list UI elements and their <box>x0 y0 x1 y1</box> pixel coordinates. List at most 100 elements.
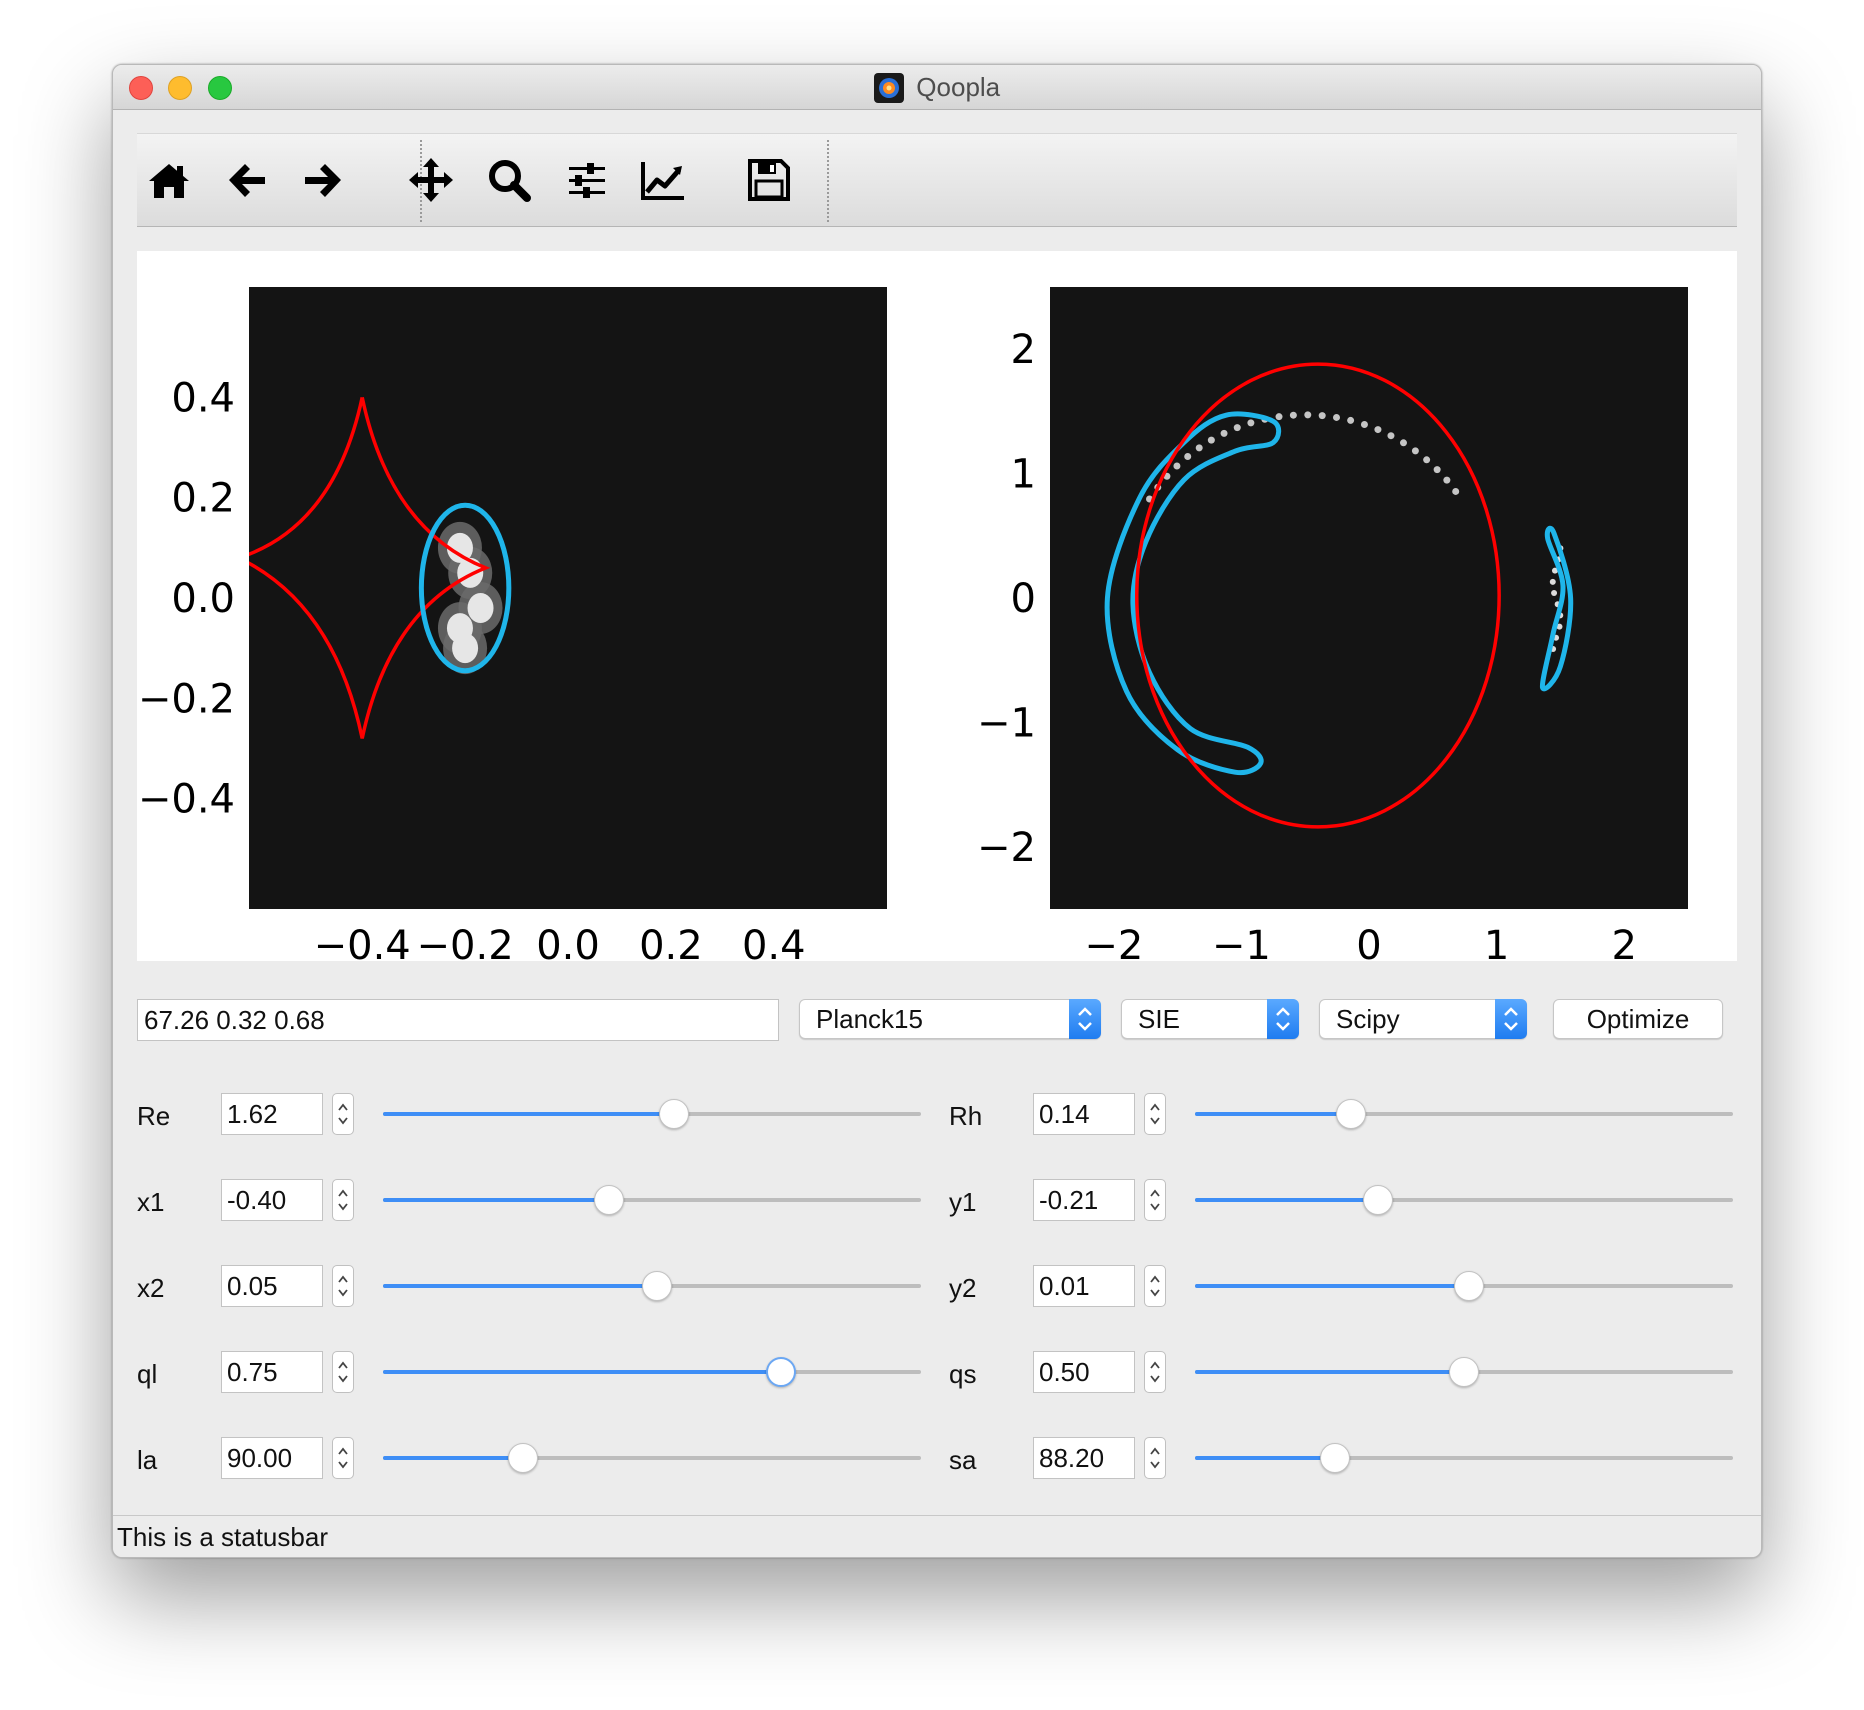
slider-knob[interactable] <box>593 1185 624 1215</box>
param-label-la: la <box>137 1445 158 1475</box>
optimize-button[interactable]: Optimize <box>1553 999 1723 1039</box>
param-stepper-y1[interactable] <box>1144 1179 1166 1221</box>
param-slider-x1[interactable] <box>383 1185 921 1215</box>
param-slider-la[interactable] <box>383 1443 921 1473</box>
forward-button[interactable] <box>297 154 349 206</box>
y-tick-label: −1 <box>977 700 1036 746</box>
maximize-window-button[interactable] <box>208 76 232 100</box>
param-slider-re[interactable] <box>383 1099 921 1129</box>
slider-knob[interactable] <box>1454 1271 1485 1301</box>
chevron-updown-icon <box>1495 999 1527 1039</box>
subplots-button[interactable] <box>561 154 613 206</box>
counter-arc-pixel <box>1551 567 1558 574</box>
param-stepper-sa[interactable] <box>1144 1437 1166 1479</box>
chevron-updown-icon <box>1069 999 1101 1039</box>
slider-track <box>383 1198 921 1202</box>
param-slider-y2[interactable] <box>1195 1271 1733 1301</box>
arc-pixel <box>1195 444 1203 452</box>
arc-pixel <box>1220 429 1228 437</box>
close-window-button[interactable] <box>129 76 153 100</box>
param-label-x2: x2 <box>137 1273 165 1303</box>
slider-knob[interactable] <box>1362 1185 1393 1215</box>
param-input-re[interactable]: 1.62 <box>221 1093 323 1135</box>
slider-knob[interactable] <box>507 1443 538 1473</box>
x-tick-label: 2 <box>1611 923 1636 961</box>
param-label-y1: y1 <box>949 1187 977 1217</box>
optimizer-select[interactable]: Scipy <box>1319 999 1527 1039</box>
slider-knob[interactable] <box>766 1357 797 1387</box>
param-stepper-ql[interactable] <box>332 1351 354 1393</box>
pan-button[interactable] <box>405 154 457 206</box>
param-input-y1[interactable]: -0.21 <box>1033 1179 1135 1221</box>
optimizer-select-value: Scipy <box>1336 1004 1400 1034</box>
slider-knob[interactable] <box>1336 1099 1367 1129</box>
param-slider-sa[interactable] <box>1195 1443 1733 1473</box>
counter-arc-pixel <box>1556 623 1563 630</box>
param-stepper-re[interactable] <box>332 1093 354 1135</box>
cosmology-select-value: Planck15 <box>816 1004 923 1034</box>
y-tick-label: −2 <box>977 825 1036 871</box>
slider-knob[interactable] <box>1449 1357 1479 1387</box>
cosmology-input[interactable]: 67.26 0.32 0.68 <box>137 999 779 1041</box>
cosmology-select[interactable]: Planck15 <box>799 999 1101 1039</box>
param-stepper-qs[interactable] <box>1144 1351 1166 1393</box>
app-window: Qoopla <box>112 64 1762 1558</box>
x-tick-label: −1 <box>1212 923 1271 961</box>
minimize-window-button[interactable] <box>168 76 192 100</box>
arc-pixel <box>1443 476 1451 484</box>
slider-fill <box>1195 1112 1352 1116</box>
param-label-re: Re <box>137 1101 171 1131</box>
param-slider-y1[interactable] <box>1195 1185 1733 1215</box>
app-icon <box>873 72 904 103</box>
param-input-rh[interactable]: 0.14 <box>1033 1093 1135 1135</box>
arc-pixel <box>1304 411 1312 419</box>
home-button[interactable] <box>143 154 195 206</box>
param-input-x2[interactable]: 0.05 <box>221 1265 323 1307</box>
param-label-sa: sa <box>949 1445 977 1475</box>
slider-knob[interactable] <box>642 1271 673 1301</box>
param-stepper-la[interactable] <box>332 1437 354 1479</box>
slider-fill <box>1195 1198 1378 1202</box>
param-slider-ql[interactable] <box>383 1357 921 1387</box>
param-input-ql[interactable]: 0.75 <box>221 1351 323 1393</box>
slider-track <box>1195 1456 1733 1460</box>
zoom-button[interactable] <box>483 154 535 206</box>
slider-fill <box>1195 1456 1335 1460</box>
axes-button[interactable] <box>637 154 689 206</box>
param-stepper-rh[interactable] <box>1144 1093 1166 1135</box>
param-stepper-x2[interactable] <box>332 1265 354 1307</box>
x-tick-label: −2 <box>1084 923 1143 961</box>
x-tick-label: 0.4 <box>742 923 806 961</box>
param-stepper-x1[interactable] <box>332 1179 354 1221</box>
model-select-value: SIE <box>1138 1004 1180 1034</box>
x-tick-label: 0 <box>1356 923 1381 961</box>
plot-canvas[interactable]: −0.4 −0.2 0.0 0.2 0.4 0.4 0.2 0.0 −0.2 −0.4 −2 −1 0 1… <box>137 251 1737 961</box>
param-slider-x2[interactable] <box>383 1271 921 1301</box>
param-input-y2[interactable]: 0.01 <box>1033 1265 1135 1307</box>
arc-pixel <box>1173 462 1181 470</box>
chart-line-icon <box>641 162 684 200</box>
param-slider-qs[interactable] <box>1195 1357 1733 1387</box>
save-button[interactable] <box>743 154 795 206</box>
image-arc <box>1104 411 1282 776</box>
plot-image-plane <box>1050 287 1688 909</box>
param-input-qs[interactable]: 0.50 <box>1033 1351 1135 1393</box>
chevron-updown-icon <box>1150 1275 1160 1297</box>
back-button[interactable] <box>221 154 273 206</box>
source-blob <box>467 593 494 624</box>
slider-fill <box>1195 1284 1470 1288</box>
param-slider-rh[interactable] <box>1195 1099 1733 1129</box>
param-label-qs: qs <box>949 1359 977 1389</box>
param-stepper-y2[interactable] <box>1144 1265 1166 1307</box>
model-select[interactable]: SIE <box>1121 999 1299 1039</box>
chevron-updown-icon <box>338 1361 348 1383</box>
slider-fill <box>383 1284 658 1288</box>
slider-knob[interactable] <box>1319 1443 1350 1473</box>
arc-pixel <box>1452 487 1460 495</box>
param-input-la[interactable]: 90.00 <box>221 1437 323 1479</box>
slider-knob[interactable] <box>658 1099 689 1129</box>
param-input-sa[interactable]: 88.20 <box>1033 1437 1135 1479</box>
param-input-x1[interactable]: -0.40 <box>221 1179 323 1221</box>
param-label-rh: Rh <box>949 1101 983 1131</box>
chevron-updown-icon <box>1150 1447 1160 1469</box>
